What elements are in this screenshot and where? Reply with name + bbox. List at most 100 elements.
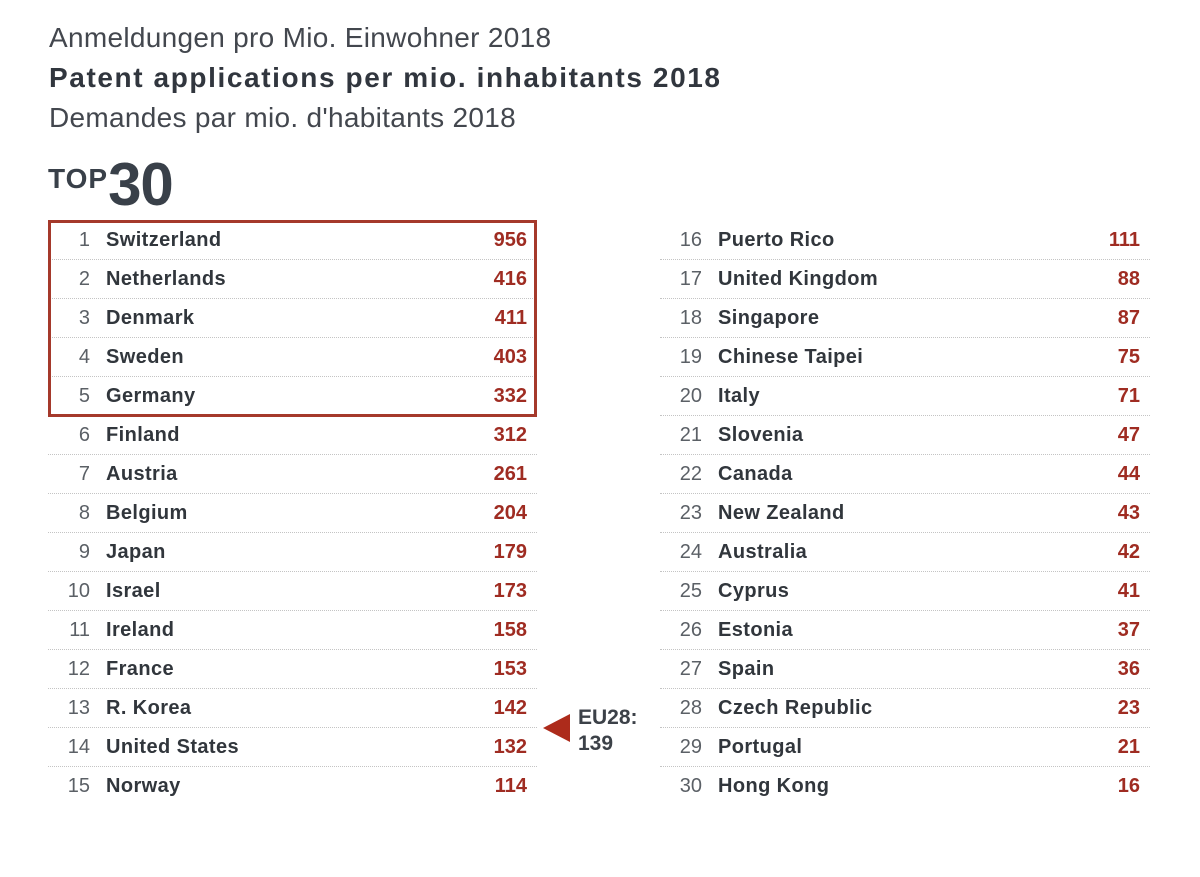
- value-cell: 956: [493, 228, 527, 251]
- rank-cell: 6: [78, 423, 90, 446]
- rank-cell: 22: [679, 462, 702, 485]
- rank-cell: 2: [78, 267, 90, 290]
- country-cell: Chinese Taipei: [718, 345, 864, 368]
- country-cell: New Zealand: [718, 501, 845, 524]
- ranking-row: 2 Netherlands 416: [48, 260, 537, 299]
- rank-cell: 9: [78, 540, 90, 563]
- country-cell: Sweden: [106, 345, 184, 368]
- eu28-annotation-text: EU28: 139: [578, 705, 638, 757]
- ranking-row: 25 Cyprus 41: [660, 572, 1150, 611]
- country-cell: Belgium: [106, 501, 188, 524]
- ranking-row: 12 France 153: [48, 650, 537, 689]
- rank-cell: 30: [679, 774, 702, 797]
- eu28-label: EU28:: [578, 706, 638, 729]
- ranking-row: 17 United Kingdom 88: [660, 260, 1150, 299]
- country-cell: Singapore: [718, 306, 820, 329]
- country-cell: Denmark: [106, 306, 195, 329]
- ranking-row: 21 Slovenia 47: [660, 416, 1150, 455]
- value-cell: 403: [493, 345, 527, 368]
- ranking-row: 20 Italy 71: [660, 377, 1150, 416]
- country-cell: Hong Kong: [718, 774, 830, 797]
- value-cell: 71: [1117, 384, 1140, 407]
- rank-cell: 7: [78, 462, 90, 485]
- value-cell: 411: [494, 306, 527, 329]
- rank-cell: 24: [679, 540, 702, 563]
- value-cell: 416: [493, 267, 527, 290]
- country-cell: Spain: [718, 657, 775, 680]
- eu28-value: 139: [578, 732, 614, 755]
- ranking-row: 19 Chinese Taipei 75: [660, 338, 1150, 377]
- value-cell: 332: [493, 384, 527, 407]
- ranking-row: 24 Australia 42: [660, 533, 1150, 572]
- value-cell: 36: [1117, 657, 1140, 680]
- value-cell: 42: [1117, 540, 1140, 563]
- rank-cell: 20: [679, 384, 702, 407]
- ranking-row: 7 Austria 261: [48, 455, 537, 494]
- value-cell: 21: [1117, 735, 1140, 758]
- country-cell: Canada: [718, 462, 793, 485]
- country-cell: Ireland: [106, 618, 175, 641]
- rank-cell: 17: [679, 267, 702, 290]
- ranking-row: 14 United States 132: [48, 728, 537, 767]
- eu28-annotation: EU28: 139: [543, 705, 638, 757]
- left-arrow-triangle-icon: [543, 714, 570, 742]
- value-cell: 114: [494, 774, 527, 797]
- country-cell: Slovenia: [718, 423, 804, 446]
- ranking-column-left: 1 Switzerland 956 2 Netherlands 416 3 De…: [48, 221, 537, 806]
- value-cell: 312: [493, 423, 527, 446]
- ranking-row: 5 Germany 332: [48, 377, 537, 416]
- country-cell: Czech Republic: [718, 696, 873, 719]
- rank-cell: 15: [67, 774, 90, 797]
- ranking-row: 30 Hong Kong 16: [660, 767, 1150, 806]
- value-cell: 37: [1117, 618, 1140, 641]
- value-cell: 16: [1117, 774, 1140, 797]
- ranking-row: 29 Portugal 21: [660, 728, 1150, 767]
- ranking-column-right: 16 Puerto Rico 111 17 United Kingdom 88 …: [660, 221, 1150, 806]
- ranking-row: 23 New Zealand 43: [660, 494, 1150, 533]
- rank-cell: 14: [67, 735, 90, 758]
- country-cell: Norway: [106, 774, 181, 797]
- value-cell: 47: [1117, 423, 1140, 446]
- ranking-row: 11 Ireland 158: [48, 611, 537, 650]
- country-cell: Italy: [718, 384, 761, 407]
- ranking-row: 6 Finland 312: [48, 416, 537, 455]
- value-cell: 88: [1117, 267, 1140, 290]
- ranking-row: 10 Israel 173: [48, 572, 537, 611]
- value-cell: 132: [493, 735, 527, 758]
- ranking-row: 9 Japan 179: [48, 533, 537, 572]
- ranking-row: 27 Spain 36: [660, 650, 1150, 689]
- country-cell: Puerto Rico: [718, 228, 835, 251]
- value-cell: 158: [493, 618, 527, 641]
- ranking-row: 28 Czech Republic 23: [660, 689, 1150, 728]
- title-french: Demandes par mio. d'habitants 2018: [49, 102, 516, 133]
- value-cell: 153: [493, 657, 527, 680]
- ranking-row: 16 Puerto Rico 111: [660, 221, 1150, 260]
- rank-cell: 4: [78, 345, 90, 368]
- value-cell: 75: [1117, 345, 1140, 368]
- ranking-row: 22 Canada 44: [660, 455, 1150, 494]
- top-badge-word: TOP: [48, 163, 109, 194]
- country-cell: United States: [106, 735, 240, 758]
- country-cell: Austria: [106, 462, 178, 485]
- value-cell: 87: [1117, 306, 1140, 329]
- value-cell: 44: [1117, 462, 1140, 485]
- country-cell: Japan: [106, 540, 166, 563]
- country-cell: Portugal: [718, 735, 803, 758]
- country-cell: R. Korea: [106, 696, 192, 719]
- rank-cell: 16: [679, 228, 702, 251]
- value-cell: 261: [493, 462, 527, 485]
- rank-cell: 5: [78, 384, 90, 407]
- rank-cell: 21: [679, 423, 702, 446]
- country-cell: Australia: [718, 540, 808, 563]
- ranking-row: 26 Estonia 37: [660, 611, 1150, 650]
- country-cell: France: [106, 657, 174, 680]
- value-cell: 179: [493, 540, 527, 563]
- ranking-row: 8 Belgium 204: [48, 494, 537, 533]
- country-cell: Israel: [106, 579, 161, 602]
- rank-cell: 25: [679, 579, 702, 602]
- top-30-badge: TOP 30: [48, 154, 174, 214]
- rank-cell: 23: [679, 501, 702, 524]
- value-cell: 111: [1108, 228, 1140, 251]
- rank-cell: 1: [78, 228, 90, 251]
